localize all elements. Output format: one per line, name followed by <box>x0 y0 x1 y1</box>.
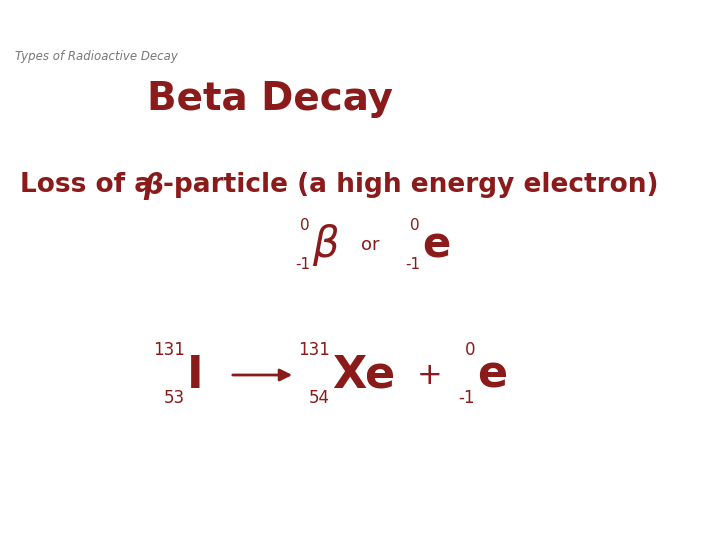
Text: e: e <box>477 354 507 396</box>
Text: -particle (a high energy electron): -particle (a high energy electron) <box>163 172 659 198</box>
Text: 0: 0 <box>410 218 420 233</box>
Text: Loss of a: Loss of a <box>20 172 161 198</box>
Text: 0: 0 <box>464 341 475 359</box>
Text: -1: -1 <box>295 257 310 272</box>
Text: +: + <box>417 361 443 389</box>
Text: Xe: Xe <box>332 354 395 396</box>
Text: -1: -1 <box>459 389 475 407</box>
Text: 54: 54 <box>309 389 330 407</box>
Text: 131: 131 <box>298 341 330 359</box>
Text: I: I <box>187 354 204 396</box>
Text: β: β <box>143 172 163 200</box>
Text: -1: -1 <box>405 257 420 272</box>
Text: Beta Decay: Beta Decay <box>147 80 393 118</box>
Text: 0: 0 <box>300 218 310 233</box>
Text: e: e <box>422 224 450 266</box>
Text: 131: 131 <box>153 341 185 359</box>
Text: β: β <box>312 224 338 266</box>
Text: or: or <box>361 236 379 254</box>
Text: Types of Radioactive Decay: Types of Radioactive Decay <box>15 50 178 63</box>
Text: 53: 53 <box>164 389 185 407</box>
